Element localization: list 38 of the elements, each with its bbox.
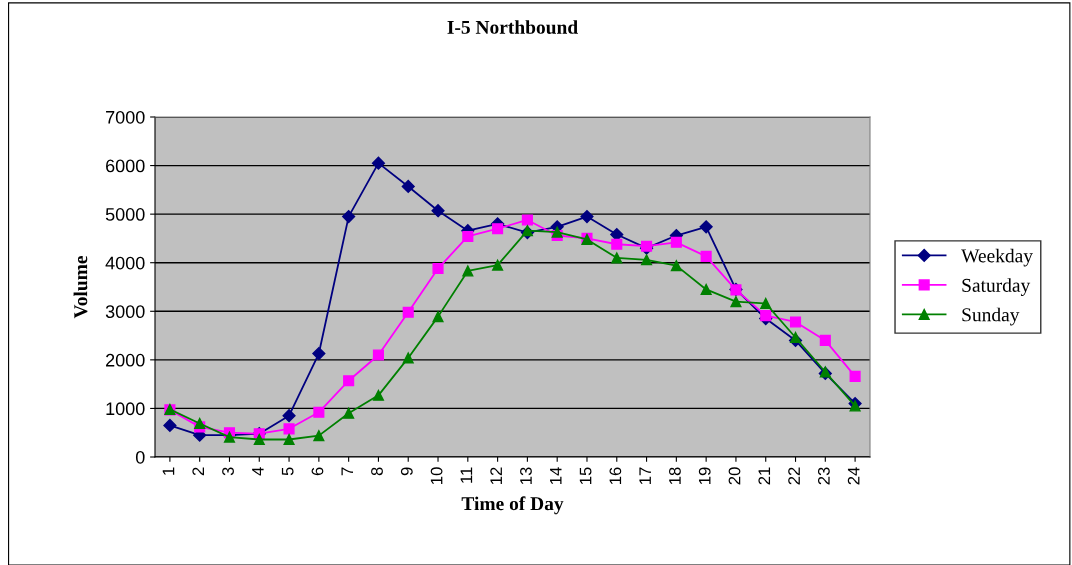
- x-tick-label: 18: [669, 467, 681, 484]
- y-tick-label: 2000: [106, 353, 145, 367]
- legend-label: Sunday: [962, 307, 1020, 326]
- x-tick-label: 1: [162, 467, 175, 475]
- x-tick-label: 9: [400, 467, 413, 476]
- x-tick-label: 4: [252, 467, 264, 476]
- x-tick-label: 21: [758, 467, 771, 485]
- x-tick-label: 5: [281, 467, 294, 476]
- x-tick-label: 10: [430, 467, 443, 484]
- x-tick-label: 19: [698, 467, 711, 484]
- y-tick-label: 1000: [106, 402, 145, 416]
- y-tick-label: 0: [135, 450, 145, 464]
- x-tick-label: 17: [639, 467, 651, 484]
- x-tick-label: 14: [550, 467, 562, 484]
- x-tick-label: 22: [788, 467, 800, 485]
- chart-title: I-5 Northbound: [447, 20, 578, 34]
- y-axis-title: Volume: [73, 255, 88, 319]
- x-tick-label: 24: [847, 467, 860, 485]
- legend-label: Weekday: [961, 248, 1033, 267]
- x-tick-label: 13: [520, 467, 532, 484]
- x-tick-label: 7: [341, 467, 353, 476]
- y-tick-label: 4000: [105, 256, 145, 270]
- legend-label: Saturday: [962, 278, 1031, 296]
- x-tick-label: 6: [311, 467, 324, 476]
- x-axis-title: Time of Day: [461, 496, 564, 515]
- x-tick-label: 16: [609, 467, 622, 484]
- y-tick-label: 5000: [105, 208, 145, 221]
- x-tick-label: 3: [222, 467, 234, 476]
- y-tick-label: 7000: [106, 110, 145, 124]
- x-tick-label: 15: [579, 467, 592, 484]
- y-tick-label: 3000: [105, 305, 145, 319]
- x-tick-label: 20: [728, 467, 741, 485]
- x-tick-label: 11: [460, 467, 473, 483]
- y-tick-label: 6000: [106, 159, 145, 173]
- x-tick-label: 12: [490, 467, 502, 484]
- x-tick-label: 8: [371, 467, 383, 476]
- x-tick-label: 23: [817, 467, 830, 485]
- x-tick-label: 2: [192, 467, 204, 476]
